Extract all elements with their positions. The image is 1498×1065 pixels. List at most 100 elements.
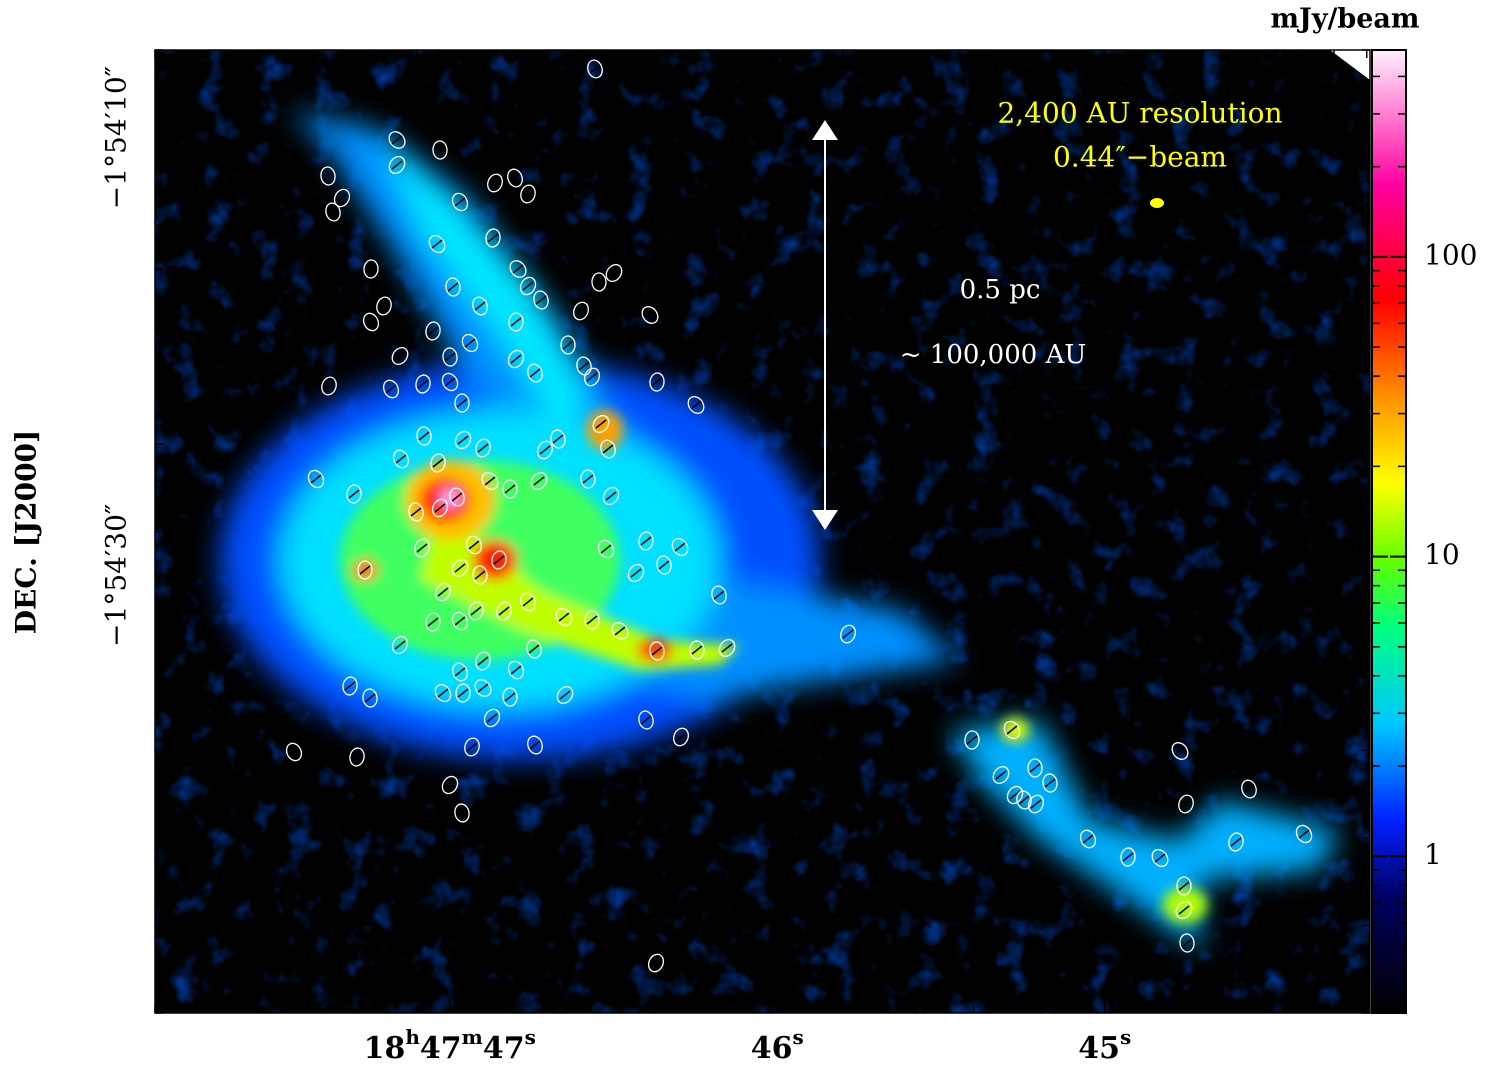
core-hatch xyxy=(474,570,486,580)
core xyxy=(1178,794,1194,814)
core xyxy=(964,730,980,750)
core-hatch xyxy=(1030,799,1042,809)
core-hatch xyxy=(454,563,466,573)
core xyxy=(285,742,303,762)
core xyxy=(527,735,543,755)
core-hatch xyxy=(504,484,516,494)
core-hatch xyxy=(650,958,662,968)
core xyxy=(1179,933,1195,953)
core-hatch xyxy=(477,683,489,693)
core xyxy=(362,688,378,708)
core-hatch xyxy=(466,742,478,752)
core-hatch xyxy=(593,277,605,287)
colorbar-tick-label: 100 xyxy=(1424,238,1477,271)
core xyxy=(451,559,469,577)
core-hatch xyxy=(605,491,617,501)
core xyxy=(1006,785,1024,805)
core-hatch xyxy=(614,626,626,636)
beam xyxy=(1150,198,1164,208)
core xyxy=(600,439,616,459)
core-hatch xyxy=(477,443,489,453)
core xyxy=(597,539,615,559)
core xyxy=(445,277,461,297)
core xyxy=(452,662,468,682)
core xyxy=(508,312,524,332)
core-hatch xyxy=(529,740,541,750)
core xyxy=(483,708,501,728)
core-hatch xyxy=(608,268,620,278)
core xyxy=(526,639,542,659)
core xyxy=(689,640,705,660)
core-hatch xyxy=(528,644,540,654)
core xyxy=(391,346,409,366)
core-hatch xyxy=(575,306,587,316)
core-hatch xyxy=(351,752,363,762)
core xyxy=(536,440,554,460)
core-hatch xyxy=(378,301,390,311)
core-hatch xyxy=(323,381,335,391)
core-hatch xyxy=(539,445,551,455)
core-hatch xyxy=(559,690,571,700)
core xyxy=(481,471,499,491)
y-axis-label: DEC. [J2000] xyxy=(10,430,43,635)
core xyxy=(1175,901,1193,919)
core-hatch xyxy=(675,732,687,742)
core-hatch xyxy=(498,606,510,616)
core xyxy=(550,429,566,449)
core xyxy=(560,335,576,355)
core xyxy=(487,173,503,193)
core-hatch xyxy=(721,643,733,653)
core-hatch xyxy=(600,544,612,554)
core-hatch xyxy=(713,590,725,600)
core-hatch xyxy=(493,555,505,565)
core xyxy=(464,737,480,757)
core-hatch xyxy=(365,317,377,327)
core-hatch xyxy=(658,560,670,570)
core xyxy=(1295,824,1313,844)
core-hatch xyxy=(644,310,656,320)
x-tick-label: 46s xyxy=(751,1025,804,1065)
core xyxy=(533,290,549,310)
core xyxy=(507,168,523,188)
core xyxy=(349,747,365,767)
core-hatch xyxy=(444,352,456,362)
core-hatch xyxy=(394,640,406,650)
scale-bar xyxy=(812,120,838,530)
core-hatch xyxy=(457,688,469,698)
core-hatch xyxy=(578,361,590,371)
core xyxy=(432,140,448,160)
core-hatch xyxy=(509,173,521,183)
core xyxy=(391,635,409,655)
core-hatch xyxy=(395,454,407,464)
core xyxy=(321,376,337,396)
core xyxy=(425,321,441,341)
core xyxy=(992,765,1010,785)
core-hatch xyxy=(365,264,377,274)
core xyxy=(638,531,654,551)
core-hatch xyxy=(1018,795,1030,805)
core xyxy=(431,498,449,518)
core xyxy=(641,306,659,324)
core xyxy=(656,555,672,575)
core-hatch xyxy=(434,145,446,155)
core-hatch xyxy=(454,616,466,626)
core xyxy=(507,660,525,680)
colorbar-label: mJy/beam xyxy=(1270,4,1419,35)
core-hatch xyxy=(418,431,430,441)
core xyxy=(502,479,518,499)
core-hatch xyxy=(470,606,482,616)
core xyxy=(580,469,596,489)
core-hatch xyxy=(529,368,541,378)
y-tick-label: −1°54′10″ xyxy=(100,66,133,209)
core xyxy=(468,601,484,621)
core xyxy=(320,166,336,186)
core-hatch xyxy=(385,384,397,394)
core-hatch xyxy=(359,565,371,575)
core-hatch xyxy=(562,340,574,350)
core xyxy=(520,184,536,204)
core xyxy=(687,396,705,414)
core-hatch xyxy=(586,372,598,382)
core xyxy=(392,449,410,469)
core-hatch xyxy=(310,474,322,484)
core-hatch xyxy=(504,692,516,702)
